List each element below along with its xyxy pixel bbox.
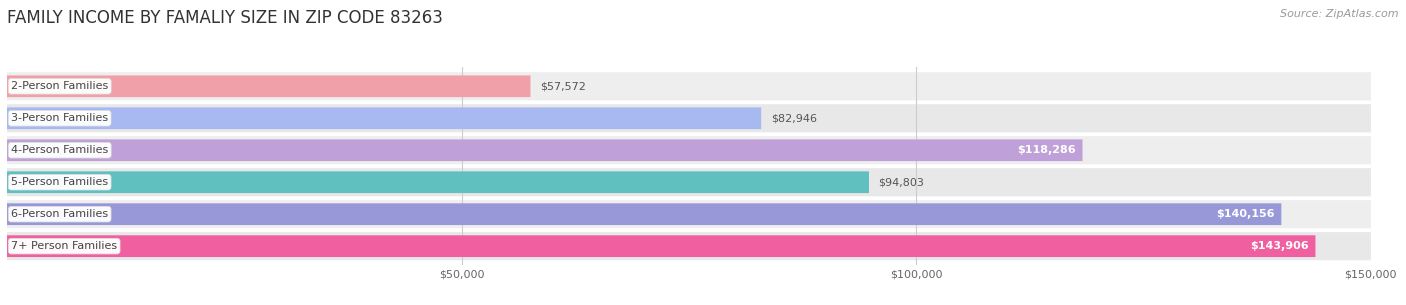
- FancyBboxPatch shape: [7, 107, 761, 129]
- FancyBboxPatch shape: [7, 104, 1371, 132]
- Text: $57,572: $57,572: [540, 81, 586, 91]
- Text: 4-Person Families: 4-Person Families: [11, 145, 108, 155]
- FancyBboxPatch shape: [7, 235, 1316, 257]
- Text: Source: ZipAtlas.com: Source: ZipAtlas.com: [1281, 9, 1399, 19]
- Text: 5-Person Families: 5-Person Families: [11, 177, 108, 187]
- FancyBboxPatch shape: [7, 72, 1371, 100]
- FancyBboxPatch shape: [7, 232, 1371, 260]
- Text: $143,906: $143,906: [1250, 241, 1309, 251]
- FancyBboxPatch shape: [7, 136, 1371, 164]
- FancyBboxPatch shape: [7, 139, 1083, 161]
- FancyBboxPatch shape: [7, 168, 1371, 196]
- Text: 6-Person Families: 6-Person Families: [11, 209, 108, 219]
- Text: $82,946: $82,946: [770, 113, 817, 123]
- Text: 7+ Person Families: 7+ Person Families: [11, 241, 117, 251]
- FancyBboxPatch shape: [7, 75, 530, 97]
- FancyBboxPatch shape: [7, 200, 1371, 228]
- Text: 3-Person Families: 3-Person Families: [11, 113, 108, 123]
- Text: 2-Person Families: 2-Person Families: [11, 81, 108, 91]
- FancyBboxPatch shape: [7, 171, 869, 193]
- Text: FAMILY INCOME BY FAMALIY SIZE IN ZIP CODE 83263: FAMILY INCOME BY FAMALIY SIZE IN ZIP COD…: [7, 9, 443, 27]
- Text: $94,803: $94,803: [879, 177, 924, 187]
- Text: $118,286: $118,286: [1017, 145, 1076, 155]
- FancyBboxPatch shape: [7, 203, 1281, 225]
- Text: $140,156: $140,156: [1216, 209, 1274, 219]
